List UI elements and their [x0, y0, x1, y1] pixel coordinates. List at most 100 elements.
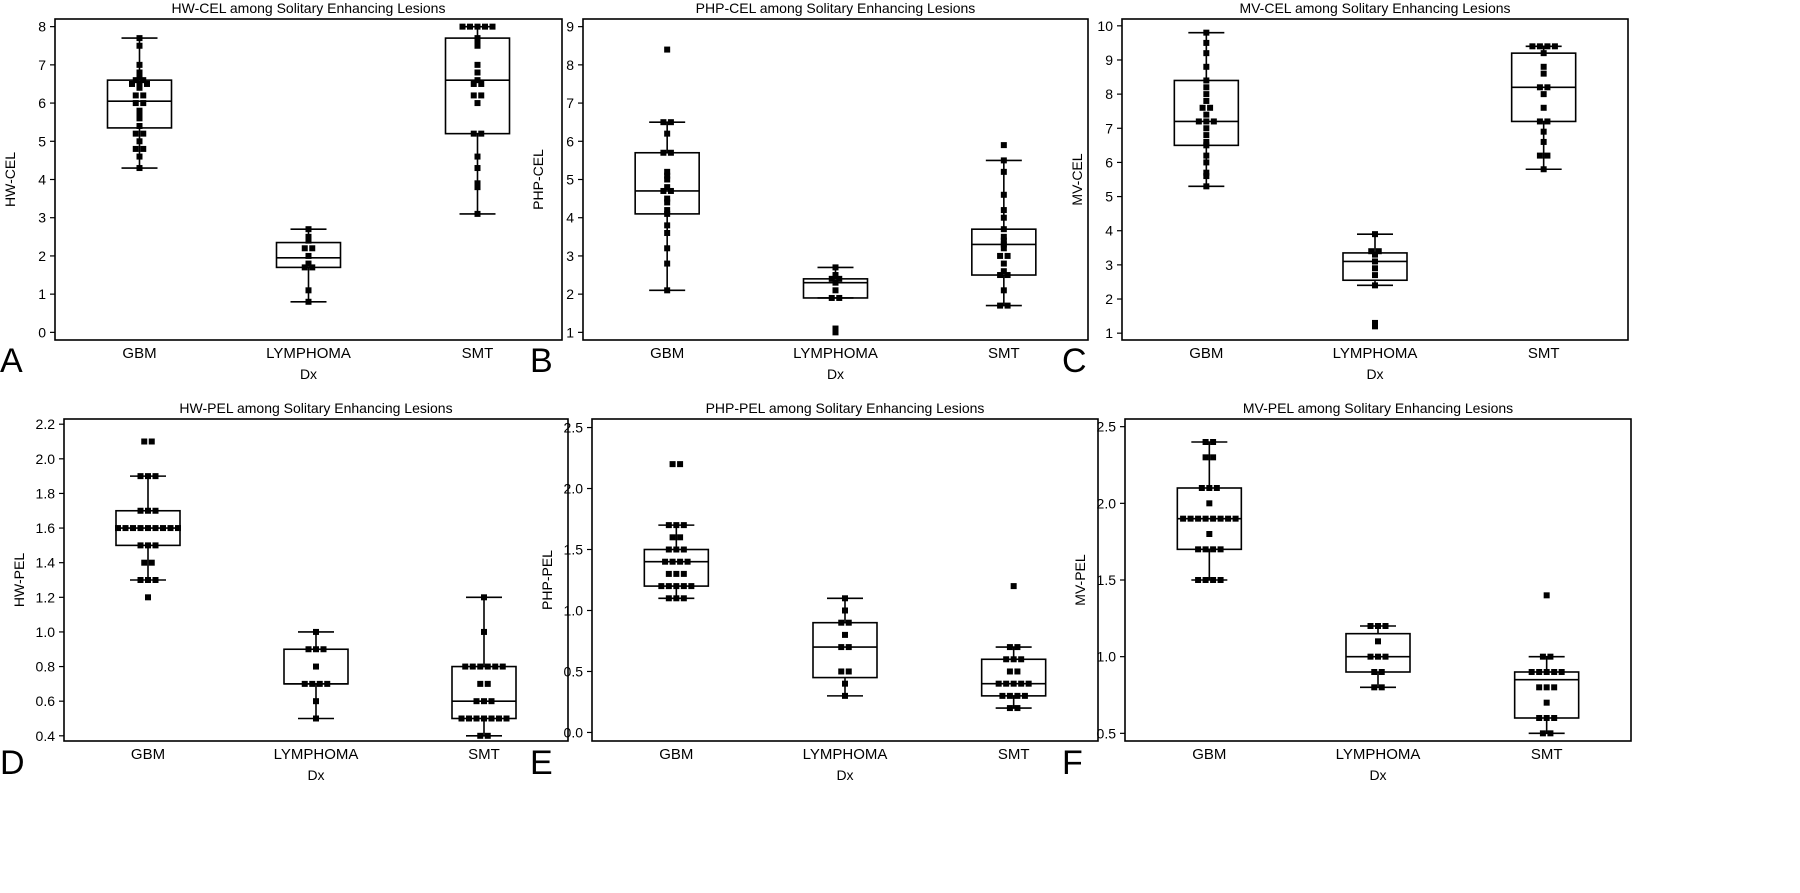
data-point	[481, 628, 487, 635]
x-tick-label: LYMPHOMA	[1336, 746, 1421, 763]
data-point	[1543, 684, 1550, 691]
data-point	[1006, 692, 1013, 699]
data-point	[115, 525, 121, 532]
data-point	[136, 61, 143, 68]
data-point	[140, 77, 147, 84]
box-smt	[1513, 592, 1580, 737]
data-point	[130, 525, 136, 532]
y-tick-label: 5	[566, 172, 574, 188]
data-point	[1010, 680, 1017, 687]
chart-title: MV-CEL among Solitary Enhancing Lesions	[1239, 0, 1510, 16]
data-point	[669, 461, 676, 468]
data-point	[1543, 715, 1550, 721]
box-lymphoma	[802, 264, 869, 336]
data-point	[1206, 531, 1213, 537]
data-point	[1203, 152, 1210, 159]
data-point	[477, 663, 484, 670]
data-point	[477, 732, 484, 739]
data-point	[836, 275, 843, 282]
box-smt	[980, 583, 1047, 712]
data-point	[832, 287, 839, 294]
data-point	[1202, 515, 1209, 522]
data-point	[1217, 577, 1224, 583]
data-point	[1368, 248, 1375, 255]
data-point	[313, 715, 319, 722]
data-point	[1372, 272, 1378, 279]
data-point	[832, 325, 839, 332]
data-point	[1014, 668, 1021, 675]
data-point	[1203, 142, 1210, 149]
box-gbm	[634, 46, 700, 294]
data-point	[488, 698, 495, 705]
y-tick-label: 0	[38, 324, 46, 340]
y-axis-label: MV-PEL	[1072, 554, 1088, 606]
data-point	[136, 107, 143, 114]
box-gbm	[106, 35, 173, 172]
plot-frame	[1121, 18, 1629, 341]
data-point	[470, 130, 477, 137]
data-point	[305, 233, 312, 240]
data-point	[1551, 715, 1558, 721]
data-point	[664, 176, 671, 183]
box-lymphoma	[812, 595, 878, 699]
chart-panel-d: HW-PEL among Solitary Enhancing Lesions 0…	[0, 400, 569, 783]
data-point	[680, 583, 687, 590]
data-point	[301, 245, 308, 252]
y-axis-label: MV-CEL	[1069, 153, 1085, 205]
data-point	[1207, 104, 1214, 111]
x-tick-label: SMT	[1528, 345, 1560, 362]
data-point	[838, 644, 845, 651]
data-point	[1000, 241, 1007, 248]
data-point	[1203, 97, 1210, 104]
data-point	[1006, 644, 1013, 651]
y-tick-label: 1	[38, 286, 46, 302]
data-point	[1540, 70, 1547, 77]
data-point	[136, 42, 143, 49]
y-tick-label: 1.4	[36, 555, 56, 571]
y-tick-label: 1.2	[36, 589, 56, 605]
data-point	[1375, 623, 1381, 629]
data-point	[677, 534, 684, 541]
data-point	[137, 507, 144, 514]
data-point	[1540, 128, 1547, 135]
x-axis-label: Dx	[836, 767, 853, 783]
box-iqr	[802, 278, 869, 299]
data-point	[1202, 439, 1209, 445]
data-point	[309, 245, 316, 252]
chart-title: PHP-CEL among Solitary Enhancing Lesions	[696, 0, 976, 16]
data-point	[1010, 656, 1017, 663]
chart-panel-b: PHP-CEL among Solitary Enhancing Lesions…	[530, 0, 1089, 382]
x-axis-label: Dx	[1366, 366, 1383, 382]
y-tick-label: 0.4	[36, 728, 56, 744]
plot-frame	[63, 418, 569, 742]
data-point	[1539, 653, 1546, 660]
data-point	[1536, 43, 1543, 50]
data-point	[305, 260, 312, 267]
y-tick-label: 2	[1105, 291, 1113, 307]
data-point	[1372, 282, 1378, 289]
data-point	[1003, 656, 1010, 663]
data-point	[1000, 168, 1007, 175]
data-point	[470, 80, 477, 87]
data-point	[1004, 252, 1011, 259]
data-point	[1203, 29, 1210, 36]
box-lymphoma	[283, 628, 349, 722]
data-point	[1000, 287, 1007, 294]
y-tick-label: 0.5	[1097, 725, 1117, 741]
data-point	[997, 252, 1004, 259]
data-point	[488, 715, 495, 722]
box-gbm	[1173, 29, 1240, 190]
data-point	[474, 165, 481, 172]
data-point	[664, 168, 671, 175]
x-tick-label: SMT	[998, 746, 1030, 763]
data-point	[145, 594, 151, 601]
y-tick-label: 4	[566, 210, 574, 226]
data-point	[1543, 592, 1550, 599]
data-point	[1540, 63, 1547, 70]
data-point	[136, 138, 143, 145]
data-point	[316, 680, 323, 687]
data-point	[1006, 668, 1013, 675]
y-tick-label: 1.8	[36, 485, 56, 501]
data-point	[474, 210, 481, 217]
data-point	[473, 715, 480, 722]
